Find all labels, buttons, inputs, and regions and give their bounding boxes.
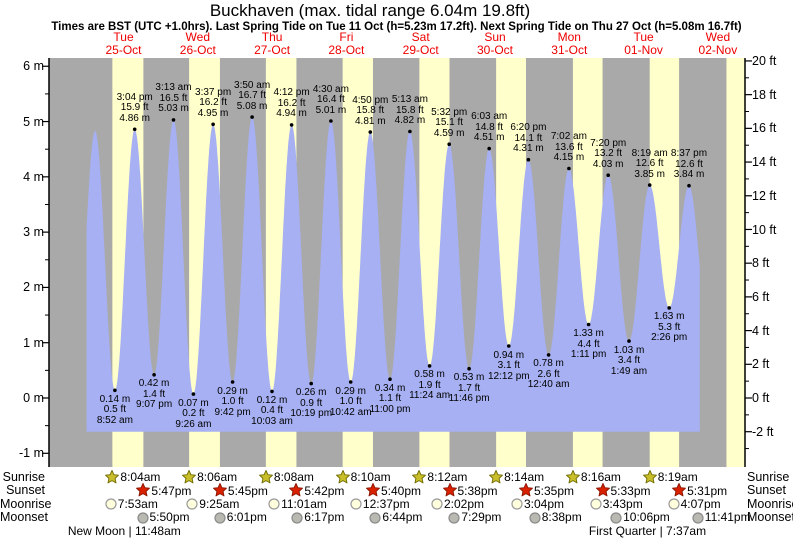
tide-extreme-dot <box>647 183 652 187</box>
tide-extreme-dot <box>567 166 571 171</box>
tide-extreme-dot <box>348 380 353 384</box>
spring-tide-subtitle: Times are BST (UTC +1.0hrs). Last Spring… <box>51 21 742 33</box>
tide-extreme-dot <box>408 129 412 134</box>
tide-extreme-dot <box>230 380 235 384</box>
tide-extreme-dot <box>487 146 492 151</box>
tide-extreme-dot <box>667 306 671 310</box>
daylight-band <box>726 58 745 467</box>
tide-extreme-dot <box>132 127 137 132</box>
tide-extreme-dot <box>627 339 631 343</box>
tide-extreme-dot <box>309 381 314 386</box>
tide-extreme-dot <box>467 366 471 371</box>
tide-extreme-dot <box>250 115 254 119</box>
tide-extreme-dot <box>546 353 551 357</box>
tide-extreme-dot <box>606 173 610 177</box>
tide-extreme-dot <box>447 142 452 146</box>
tide-extreme-dot <box>586 322 591 327</box>
tide-extreme-dot <box>270 389 274 394</box>
tide-extreme-dot <box>368 130 373 134</box>
tide-extreme-dot <box>113 388 117 393</box>
tide-extreme-dot <box>507 344 511 348</box>
tide-extreme-dot <box>427 364 432 368</box>
tide-extreme-dot <box>289 123 294 127</box>
tide-extreme-dot <box>211 122 215 127</box>
tide-extreme-dot <box>191 392 196 396</box>
page-title: Buckhaven (max. tidal range 6.04m 19.8ft… <box>209 1 531 20</box>
tide-extreme-dot <box>152 373 156 377</box>
tide-extreme-dot <box>171 118 176 122</box>
tide-height-area <box>86 117 700 432</box>
tide-extreme-dot <box>526 157 531 162</box>
tide-extreme-dot <box>329 119 333 123</box>
tide-extreme-dot <box>687 183 691 188</box>
tide-extreme-dot <box>388 377 392 382</box>
